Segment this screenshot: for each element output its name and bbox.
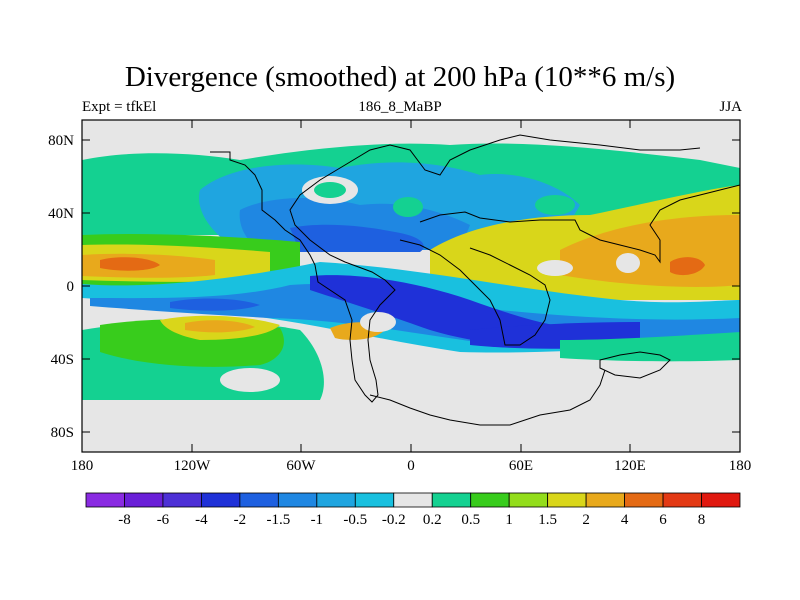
contour-south-green-east	[560, 332, 740, 362]
lon-label: 60W	[286, 458, 316, 474]
colorbar-swatch	[701, 492, 741, 508]
contour-south-orange	[185, 320, 255, 333]
colorbar-swatch	[547, 492, 587, 508]
contour-blob-4	[393, 197, 423, 217]
colorbar-label: 0.2	[423, 512, 442, 528]
lat-label: 0	[67, 279, 75, 295]
lon-label: 120W	[174, 458, 212, 474]
contour-sp-darkblue	[170, 298, 260, 311]
colorbar-swatch	[393, 492, 433, 508]
colorbar-label: -8	[118, 512, 131, 528]
colorbar-swatch	[508, 492, 549, 508]
colorbar-swatch	[662, 492, 702, 508]
season-label: JJA	[719, 99, 742, 115]
divergence-field	[82, 120, 740, 452]
colorbar-label: 2	[582, 512, 590, 528]
contour-asia-deep	[670, 257, 705, 276]
colorbar-swatch	[624, 492, 664, 508]
lat-label: 80S	[51, 425, 74, 441]
colorbar-swatch	[124, 492, 164, 508]
colorbar-swatch	[585, 492, 625, 508]
experiment-label: Expt = tfkEl	[82, 99, 157, 115]
contour-blob-2	[314, 182, 346, 198]
axis-ticks	[82, 120, 740, 452]
lon-label: 180	[729, 458, 752, 474]
lat-label: 40S	[51, 352, 74, 368]
lon-label: 0	[407, 458, 415, 474]
coastline-australia	[599, 351, 671, 379]
colorbar-label: 6	[659, 512, 667, 528]
lat-label: 40N	[48, 206, 74, 222]
contour-blob-6	[396, 354, 440, 382]
coastlines	[210, 134, 740, 426]
lat-label: 80N	[48, 133, 74, 149]
colorbar-swatch	[162, 492, 202, 508]
run-label: 186_8_MaBP	[358, 99, 442, 115]
contour-blob-5	[360, 312, 396, 332]
colorbar-label: -1.5	[266, 512, 290, 528]
coastline-antarctica	[369, 369, 606, 426]
colorbar-label: -1	[311, 512, 324, 528]
colorbar-swatch	[85, 492, 125, 508]
colorbar-label: -2	[234, 512, 247, 528]
colorbar-swatch	[277, 492, 318, 508]
contour-north-darkblue	[290, 224, 424, 252]
lon-label: 60E	[509, 458, 533, 474]
contour-asia-hole-1	[537, 260, 573, 276]
coastline-eurasia-africa	[419, 184, 740, 264]
colorbar-label: 8	[698, 512, 706, 528]
colorbar-label: -0.5	[343, 512, 367, 528]
lon-label: 120E	[614, 458, 646, 474]
colorbar-label: -0.2	[382, 512, 406, 528]
colorbar-label: 1	[505, 512, 513, 528]
contour-blob-7	[220, 368, 280, 392]
contour-asia-hole-2	[616, 253, 640, 273]
colorbar-swatch	[316, 492, 356, 508]
lon-label: 180	[71, 458, 94, 474]
colorbar: -8 -6 -4 -2 -1.5 -1 -0.5 -0.2 0.2 0.5 1 1.5 2 4 6 8	[85, 492, 741, 528]
colorbar-swatch	[239, 492, 279, 508]
colorbar-swatch	[354, 492, 395, 508]
colorbar-label: 0.5	[461, 512, 480, 528]
colorbar-label: -6	[157, 512, 170, 528]
colorbar-label: 1.5	[538, 512, 557, 528]
contour-pacific-deep	[100, 257, 160, 271]
colorbar-label: 4	[621, 512, 629, 528]
map-title: Divergence (smoothed) at 200 hPa (10**6 …	[124, 61, 676, 93]
colorbar-swatch	[431, 492, 472, 508]
colorbar-label: -4	[195, 512, 208, 528]
coastline-africa	[399, 239, 551, 346]
contour-blob-3	[535, 195, 575, 215]
colorbar-swatch	[470, 492, 510, 508]
colorbar-swatch	[201, 492, 241, 508]
coastline-americas	[210, 134, 701, 403]
